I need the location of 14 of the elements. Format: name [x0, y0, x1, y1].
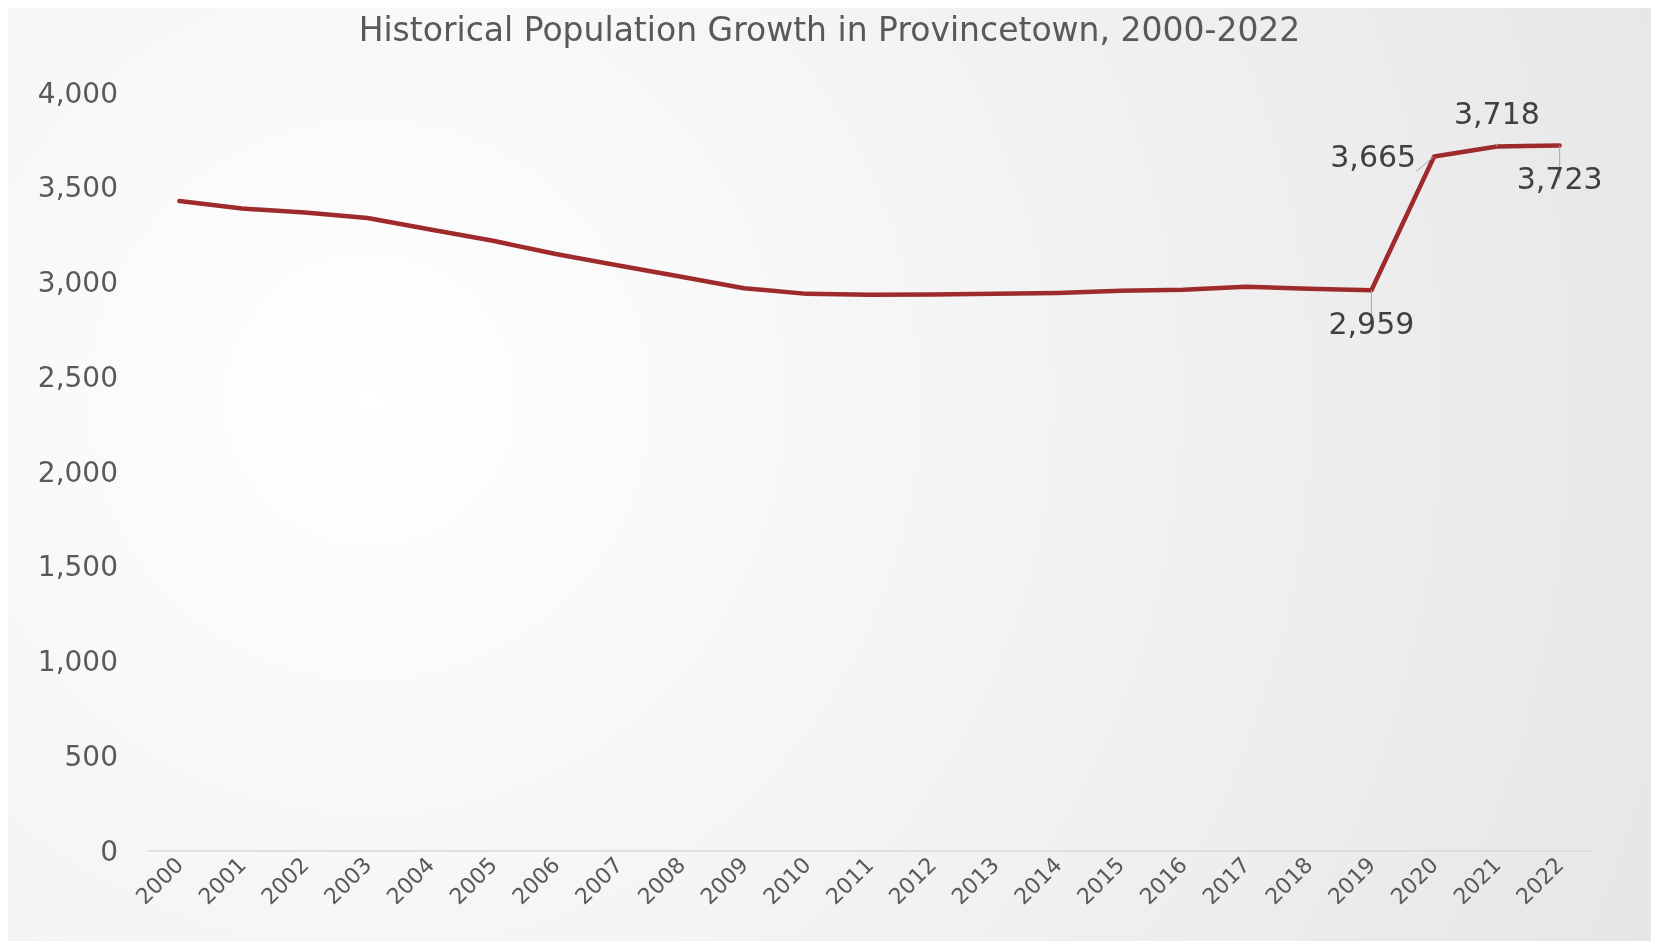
data-label: 3,665 [1330, 138, 1417, 174]
chart-title: Historical Population Growth in Provincetown, 2000-2022 [358, 10, 1301, 49]
y-tick-label: 500 [64, 739, 118, 773]
y-tick-label: 1,000 [37, 645, 118, 678]
y-tick-label: 3,500 [37, 171, 118, 205]
data-label: 3,723 [1516, 160, 1603, 196]
y-tick-label: 4,000 [37, 76, 118, 110]
y-tick-label: 2,500 [37, 360, 118, 394]
y-tick-label: 1,500 [37, 550, 118, 584]
y-tick-label: 2,000 [37, 455, 118, 489]
y-tick-label: 0 [100, 834, 118, 868]
data-label: 3,718 [1453, 95, 1540, 131]
data-label: 2,959 [1328, 305, 1415, 341]
y-tick-label: 3,000 [37, 266, 118, 299]
